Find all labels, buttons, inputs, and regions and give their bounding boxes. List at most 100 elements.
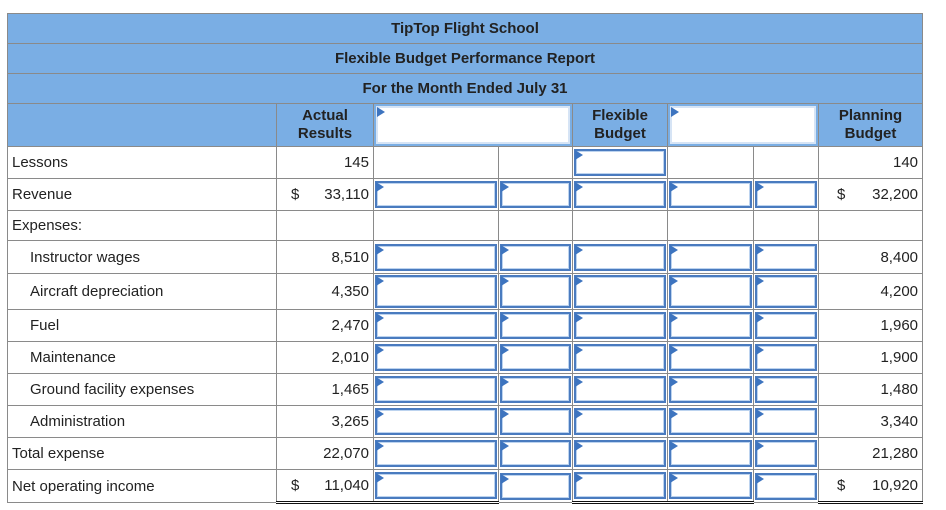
flexible-amount-cell[interactable] (572, 373, 668, 406)
variance1-fu-dropdown[interactable] (500, 312, 571, 339)
variance2-fu-cell[interactable] (753, 309, 819, 342)
variance2-amount-input[interactable] (669, 243, 752, 271)
variance1-fu-cell[interactable] (498, 341, 573, 374)
variance2-amount-cell[interactable] (667, 437, 754, 470)
variance1-amount-cell[interactable] (373, 373, 499, 406)
flexible-amount-input[interactable] (574, 344, 666, 371)
variance2-amount-cell[interactable] (667, 178, 754, 211)
variance1-fu-dropdown[interactable] (500, 408, 571, 435)
flexible-amount-cell[interactable] (572, 341, 668, 374)
variance1-amount-input[interactable] (375, 275, 497, 308)
flexible-amount-input[interactable] (574, 312, 666, 339)
variance1-amount-cell[interactable] (373, 178, 499, 211)
variance1-fu-cell[interactable] (498, 405, 573, 438)
variance2-fu-dropdown[interactable] (755, 376, 817, 403)
flexible-amount-input[interactable] (574, 408, 666, 435)
flexible-amount-input[interactable] (574, 275, 666, 308)
variance2-amount-cell[interactable] (667, 405, 754, 438)
variance1-fu-cell[interactable] (498, 178, 573, 211)
variance1-amount-cell[interactable] (373, 341, 499, 374)
variance2-fu-dropdown[interactable] (755, 312, 817, 339)
variance2-fu-dropdown[interactable] (755, 472, 817, 500)
flexible-amount-input[interactable] (574, 243, 666, 271)
variance2-fu-dropdown[interactable] (755, 181, 817, 208)
flexible-amount-input[interactable] (574, 376, 666, 403)
variance2-amount-cell[interactable] (667, 341, 754, 374)
flexible-amount-cell[interactable] (572, 437, 668, 470)
flexible-lessons-input[interactable] (574, 149, 666, 176)
variance1-fu-dropdown[interactable] (500, 181, 571, 208)
variance1-header-dropdown[interactable] (376, 106, 570, 144)
variance2-amount-cell[interactable] (667, 469, 754, 504)
variance2-amount-cell[interactable] (667, 240, 754, 274)
variance1-fu-cell[interactable] (498, 437, 573, 470)
variance2-amount-input[interactable] (669, 275, 752, 308)
variance1-fu-dropdown[interactable] (500, 376, 571, 403)
variance1-fu-cell[interactable] (498, 373, 573, 406)
variance2-fu-dropdown[interactable] (755, 243, 817, 271)
variance2-amount-input[interactable] (669, 344, 752, 371)
variance1-amount-cell[interactable] (373, 405, 499, 438)
variance1-amount-input[interactable] (375, 181, 497, 208)
flexible-lessons-cell[interactable] (572, 146, 668, 179)
flexible-amount-cell[interactable] (572, 405, 668, 438)
title-row-period: For the Month Ended July 31 (6, 73, 924, 104)
row-label: Revenue (7, 178, 277, 211)
variance2-fu-cell[interactable] (753, 273, 819, 310)
variance1-amount-input[interactable] (375, 344, 497, 371)
variance2-fu-dropdown[interactable] (755, 408, 817, 435)
variance1-amount-cell[interactable] (373, 240, 499, 274)
variance1-amount-input[interactable] (375, 312, 497, 339)
variance2-fu-cell[interactable] (753, 341, 819, 374)
variance1-fu-cell[interactable] (498, 469, 573, 503)
flexible-header-line1: Flexible (592, 107, 648, 124)
variance1-header-cell[interactable] (373, 103, 573, 147)
variance2-amount-input[interactable] (669, 376, 752, 403)
flexible-amount-input[interactable] (574, 472, 666, 499)
variance1-amount-input[interactable] (375, 440, 497, 467)
variance2-amount-input[interactable] (669, 408, 752, 435)
variance2-amount-cell[interactable] (667, 273, 754, 310)
variance2-fu-cell[interactable] (753, 373, 819, 406)
flexible-amount-cell[interactable] (572, 178, 668, 211)
variance1-fu-cell[interactable] (498, 240, 573, 274)
variance2-amount-input[interactable] (669, 181, 752, 208)
variance1-amount-cell[interactable] (373, 273, 499, 310)
variance2-fu-cell[interactable] (753, 240, 819, 274)
variance2-amount-input[interactable] (669, 312, 752, 339)
flexible-amount-cell[interactable] (572, 240, 668, 274)
variance1-amount-input[interactable] (375, 243, 497, 271)
variance2-fu-dropdown[interactable] (755, 275, 817, 308)
planning-budget-header: Planning Budget (817, 103, 924, 147)
flexible-amount-cell[interactable] (572, 309, 668, 342)
variance1-amount-input[interactable] (375, 472, 497, 499)
variance2-header-cell[interactable] (667, 103, 819, 147)
variance2-header-dropdown[interactable] (670, 106, 816, 144)
flexible-amount-cell[interactable] (572, 469, 668, 504)
variance2-fu-cell[interactable] (753, 178, 819, 211)
variance1-fu-dropdown[interactable] (500, 344, 571, 371)
variance1-amount-input[interactable] (375, 376, 497, 403)
variance1-amount-cell[interactable] (373, 469, 499, 504)
flexible-amount-input[interactable] (574, 440, 666, 467)
variance2-fu-cell[interactable] (753, 405, 819, 438)
variance2-fu-dropdown[interactable] (755, 440, 817, 467)
variance1-fu-dropdown[interactable] (500, 440, 571, 467)
variance2-amount-cell[interactable] (667, 373, 754, 406)
variance2-amount-input[interactable] (669, 440, 752, 467)
variance1-fu-cell[interactable] (498, 273, 573, 310)
variance1-fu-dropdown[interactable] (500, 275, 571, 308)
variance1-amount-cell[interactable] (373, 309, 499, 342)
variance2-fu-cell[interactable] (753, 469, 819, 503)
variance2-fu-cell[interactable] (753, 437, 819, 470)
flexible-amount-cell[interactable] (572, 273, 668, 310)
variance1-fu-dropdown[interactable] (500, 243, 571, 271)
variance1-amount-input[interactable] (375, 408, 497, 435)
variance2-amount-input[interactable] (669, 472, 752, 499)
variance2-fu-dropdown[interactable] (755, 344, 817, 371)
variance1-fu-cell[interactable] (498, 309, 573, 342)
variance1-amount-cell[interactable] (373, 437, 499, 470)
flexible-amount-input[interactable] (574, 181, 666, 208)
variance1-fu-dropdown[interactable] (500, 472, 571, 500)
variance2-amount-cell[interactable] (667, 309, 754, 342)
